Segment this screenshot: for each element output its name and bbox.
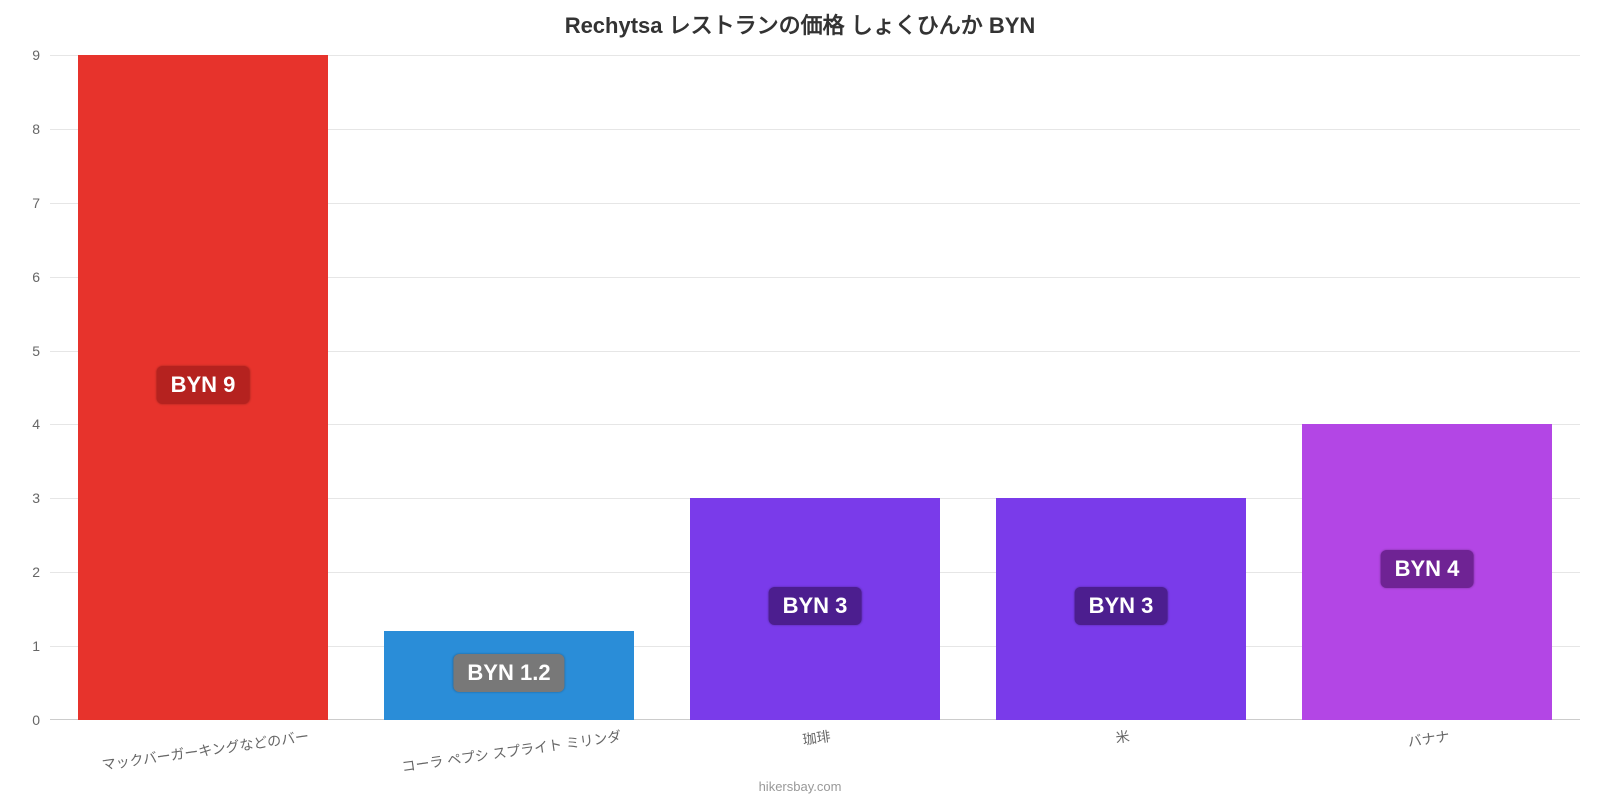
ytick-label: 1	[32, 638, 40, 654]
plot-area: 0123456789BYN 9マックバーガーキングなどのバーBYN 1.2コーラ…	[50, 55, 1580, 720]
ytick-label: 9	[32, 47, 40, 63]
value-badge: BYN 4	[1381, 550, 1474, 588]
ytick-label: 4	[32, 416, 40, 432]
ytick-label: 3	[32, 490, 40, 506]
ytick-label: 2	[32, 564, 40, 580]
ytick-label: 7	[32, 195, 40, 211]
xtick-label: バナナ	[1406, 726, 1450, 752]
value-badge: BYN 1.2	[453, 654, 564, 692]
chart-title: Rechytsa レストランの価格 しょくひんか BYN	[0, 8, 1600, 40]
ytick-label: 6	[32, 269, 40, 285]
price-chart: Rechytsa レストランの価格 しょくひんか BYN 0123456789B…	[0, 0, 1600, 800]
xtick-label: 米	[1114, 726, 1131, 748]
ytick-label: 0	[32, 712, 40, 728]
ytick-label: 8	[32, 121, 40, 137]
bar: BYN 3	[690, 498, 941, 720]
bar: BYN 3	[996, 498, 1247, 720]
value-badge: BYN 3	[769, 587, 862, 625]
xtick-label: 珈琲	[801, 726, 832, 750]
value-badge: BYN 9	[157, 366, 250, 404]
xtick-label: マックバーガーキングなどのバー	[101, 726, 311, 775]
value-badge: BYN 3	[1075, 587, 1168, 625]
bar: BYN 9	[78, 55, 329, 720]
credit-text: hikersbay.com	[0, 779, 1600, 794]
ytick-label: 5	[32, 343, 40, 359]
xtick-label: コーラ ペプシ スプライト ミリンダ	[400, 726, 622, 777]
bar: BYN 1.2	[384, 631, 635, 720]
bar: BYN 4	[1302, 424, 1553, 720]
